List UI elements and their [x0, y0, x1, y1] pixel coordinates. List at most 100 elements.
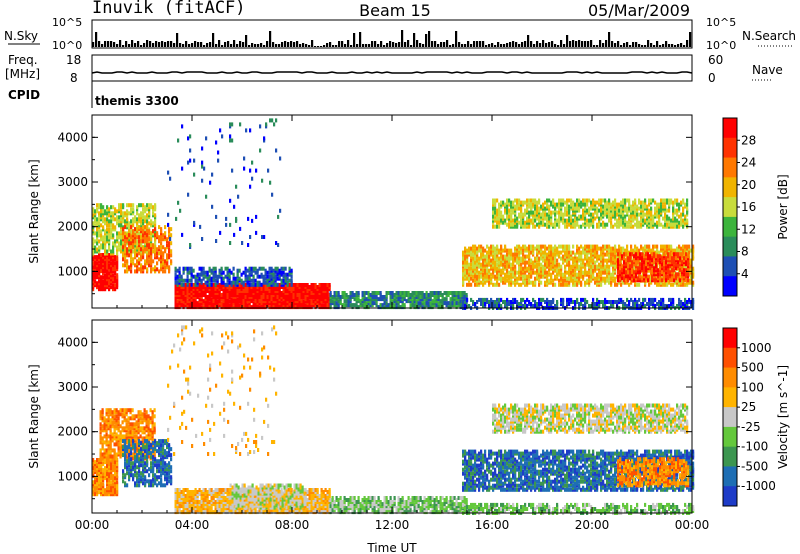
data-cell	[592, 202, 595, 207]
nsky-bar	[278, 44, 281, 47]
data-cell	[620, 282, 623, 287]
nsky-bar	[200, 42, 203, 47]
data-cell	[664, 200, 667, 205]
data-cell	[176, 274, 179, 279]
data-cell	[186, 266, 189, 271]
data-cell	[120, 203, 123, 208]
data-cell	[524, 254, 527, 259]
data-cell	[506, 262, 509, 267]
data-cell	[556, 276, 559, 281]
data-cell	[202, 276, 205, 281]
data-cell	[304, 303, 307, 308]
data-cell	[144, 205, 147, 210]
data-cell	[652, 220, 655, 225]
data-cell	[518, 202, 521, 207]
data-cell	[584, 202, 587, 207]
data-cell	[624, 200, 627, 205]
data-cell	[455, 297, 458, 302]
data-cell	[110, 219, 113, 224]
nsearch-label: N.Search	[742, 29, 796, 43]
data-cell	[256, 268, 259, 273]
data-cell	[572, 282, 575, 287]
data-cell	[538, 220, 541, 225]
data-cell	[500, 244, 503, 249]
data-cell	[538, 206, 541, 211]
data-cell	[110, 261, 113, 266]
data-cell	[538, 282, 541, 287]
data-cell	[562, 212, 565, 217]
data-cell	[544, 244, 547, 249]
data-cell	[210, 268, 213, 273]
data-cell	[614, 202, 617, 207]
data-cell	[132, 257, 135, 262]
data-cell	[124, 255, 127, 260]
data-cell	[94, 273, 97, 278]
data-cell	[634, 200, 637, 205]
data-cell	[686, 202, 689, 207]
data-cell	[466, 248, 469, 253]
data-cell	[154, 223, 157, 228]
nsky-bar	[92, 42, 95, 47]
data-cell	[100, 255, 103, 260]
data-cell	[600, 206, 603, 211]
data-cell	[419, 297, 422, 302]
data-cell	[148, 251, 151, 256]
data-cell	[556, 268, 559, 273]
nsky-bar	[611, 41, 614, 47]
data-cell	[154, 235, 157, 240]
cpid-value: themis 3300	[95, 94, 179, 108]
data-cell	[461, 291, 464, 295]
data-cell	[236, 297, 239, 302]
data-cell	[180, 293, 183, 297]
data-cell	[100, 203, 103, 208]
data-cell	[204, 274, 207, 279]
data-cell	[417, 301, 420, 306]
data-cell	[478, 248, 481, 253]
data-cell	[132, 217, 135, 222]
data-cell	[666, 198, 669, 203]
data-cell	[242, 289, 245, 293]
nsky-bar	[245, 35, 248, 47]
data-cell	[106, 269, 109, 274]
data-cell	[656, 248, 659, 253]
data-cell	[610, 262, 613, 267]
data-cell	[680, 218, 683, 223]
data-cell	[465, 293, 468, 297]
data-cell	[534, 262, 537, 267]
data-cell	[154, 227, 157, 232]
data-cell	[574, 282, 577, 287]
data-cell	[367, 297, 370, 302]
data-cell	[202, 299, 205, 304]
data-cell	[150, 203, 153, 208]
data-cell	[550, 264, 553, 269]
data-cell	[476, 262, 479, 267]
data-cell	[514, 246, 517, 251]
data-cell	[282, 270, 285, 275]
data-cell	[524, 274, 527, 279]
data-cell	[252, 297, 255, 302]
data-cell	[333, 297, 336, 302]
data-cell	[208, 301, 211, 306]
data-cell	[202, 266, 205, 271]
data-cell	[268, 297, 271, 302]
data-cell	[498, 276, 501, 281]
nsky-bar	[653, 45, 656, 47]
data-cell	[204, 280, 207, 285]
data-cell	[246, 282, 249, 287]
data-cell	[562, 202, 565, 207]
data-cell	[272, 287, 275, 291]
nsky-bar	[152, 43, 155, 47]
nsky-bar	[314, 46, 317, 47]
data-cell	[504, 264, 507, 269]
nsky-bar	[647, 40, 650, 47]
data-cell	[580, 244, 583, 249]
data-cell	[349, 295, 352, 299]
data-cell	[590, 200, 593, 205]
data-cell	[484, 248, 487, 253]
data-cell	[602, 198, 605, 203]
data-cell	[650, 248, 653, 253]
data-cell	[212, 297, 215, 302]
data-cell	[548, 272, 551, 277]
data-cell	[104, 239, 107, 244]
data-cell	[536, 200, 539, 205]
